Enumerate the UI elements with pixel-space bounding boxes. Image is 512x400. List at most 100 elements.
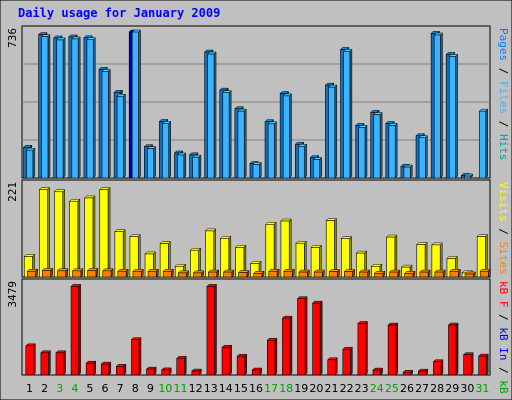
files-bar-21-side	[334, 84, 338, 179]
legend-part-2-2: /	[497, 222, 510, 242]
day-label-13: 13	[204, 382, 218, 395]
panel-3-max-label: 3479	[6, 281, 19, 308]
files-bar-20	[313, 159, 321, 179]
files-bar-7	[116, 95, 124, 179]
panel-1-legend: Pages / Files / Hits	[497, 28, 510, 161]
kbytes-bar-19	[297, 298, 306, 376]
legend-part-2-1: Visits	[497, 182, 510, 222]
files-bar-9-side	[153, 146, 156, 179]
files-bar-19	[297, 145, 305, 179]
files-bar-16	[252, 164, 260, 179]
day-label-19: 19	[294, 382, 308, 395]
files-bar-13	[207, 53, 215, 179]
files-bar-28	[433, 34, 441, 179]
files-bar-7-side	[123, 93, 126, 179]
sites-bar-14	[223, 271, 233, 278]
day-label-10: 10	[158, 382, 172, 395]
sites-bar-10	[162, 270, 172, 278]
day-label-9: 9	[147, 382, 154, 395]
files-bar-25	[388, 125, 396, 179]
kbytes-bar-4-side	[78, 283, 81, 376]
files-bar-10-side	[168, 120, 171, 179]
kbytes-bar-28	[433, 361, 442, 376]
files-bar-15-side	[243, 108, 247, 179]
legend-part-1-3: Files	[497, 81, 510, 114]
sites-bar-3	[57, 270, 67, 278]
sites-bar-8	[132, 270, 142, 278]
visits-bar-3	[54, 191, 64, 278]
files-bar-1-side	[32, 147, 36, 179]
sites-bar-9	[147, 270, 157, 278]
sites-bar-11	[177, 272, 187, 278]
sites-bar-30	[464, 273, 474, 278]
files-bar-6-side	[108, 68, 111, 179]
files-bar-23	[358, 127, 366, 179]
files-bar-11	[177, 154, 185, 179]
panel-2-legend: Visits / Sites	[497, 182, 510, 275]
kbytes-bar-13	[206, 286, 215, 376]
kbytes-bar-6	[100, 363, 110, 376]
visits-bar-6-side	[107, 187, 111, 278]
pages-bar-31	[479, 110, 487, 179]
files-bar-10	[162, 123, 170, 179]
sites-bar-2	[42, 270, 51, 278]
day-label-18: 18	[279, 382, 293, 395]
panel-1	[21, 25, 491, 179]
kbytes-bar-30	[463, 354, 472, 376]
sites-bar-27	[419, 271, 429, 278]
visits-bar-21	[325, 220, 335, 278]
kbytes-bar-1	[25, 345, 34, 376]
visits-bar-5	[84, 197, 94, 278]
kbytes-bar-16	[251, 369, 261, 376]
files-bar-2-side	[47, 33, 51, 179]
legend-part-3-3: kB In	[497, 327, 510, 360]
sites-bar-12	[193, 272, 202, 278]
sites-bar-22	[344, 271, 353, 278]
visits-bar-13-side	[213, 228, 216, 278]
day-label-1: 1	[26, 382, 33, 395]
day-label-7: 7	[117, 382, 124, 395]
chart-title: Daily usage for January 2009	[18, 6, 220, 20]
sites-bar-13	[208, 271, 218, 278]
kbytes-bar-8	[131, 339, 140, 376]
sites-bar-5	[87, 270, 97, 278]
day-label-26: 26	[400, 382, 414, 395]
files-bar-1	[26, 149, 34, 179]
day-label-15: 15	[234, 382, 248, 395]
day-label-24: 24	[370, 382, 384, 395]
visits-bar-18	[280, 220, 290, 278]
day-label-16: 16	[249, 382, 263, 395]
files-bar-4-side	[77, 36, 81, 179]
files-bar-2	[41, 36, 49, 179]
visits-bar-4-side	[77, 198, 81, 278]
day-label-2: 2	[41, 382, 48, 395]
legend-part-1-2: /	[497, 61, 510, 81]
panel-2-max-label: 221	[6, 182, 19, 202]
files-bar-14-side	[228, 90, 232, 179]
legend-part-3-4: /	[497, 361, 510, 381]
day-label-25: 25	[385, 382, 399, 395]
files-bar-18	[282, 95, 290, 179]
legend-part-3-1: kB F	[497, 281, 510, 308]
day-label-5: 5	[86, 382, 93, 395]
kbytes-bar-9	[146, 368, 155, 376]
legend-part-3-5: kB Out	[497, 380, 510, 400]
kbytes-bar-10	[161, 369, 170, 376]
files-bar-13-side	[213, 51, 217, 179]
kbytes-bar-20	[312, 302, 321, 376]
files-bar-5	[86, 39, 94, 179]
kbytes-bar-5	[85, 362, 95, 376]
sites-bar-23	[359, 271, 369, 278]
kbytes-bar-31	[478, 355, 487, 376]
day-label-11: 11	[174, 382, 188, 395]
kbytes-bar-15	[236, 355, 245, 376]
day-label-17: 17	[264, 382, 278, 395]
files-bar-29	[448, 56, 456, 179]
kbytes-bar-3	[55, 352, 64, 376]
panel-2	[21, 179, 492, 278]
day-label-3: 3	[56, 382, 63, 395]
kbytes-bar-26	[402, 371, 412, 376]
day-label-29: 29	[445, 382, 459, 395]
